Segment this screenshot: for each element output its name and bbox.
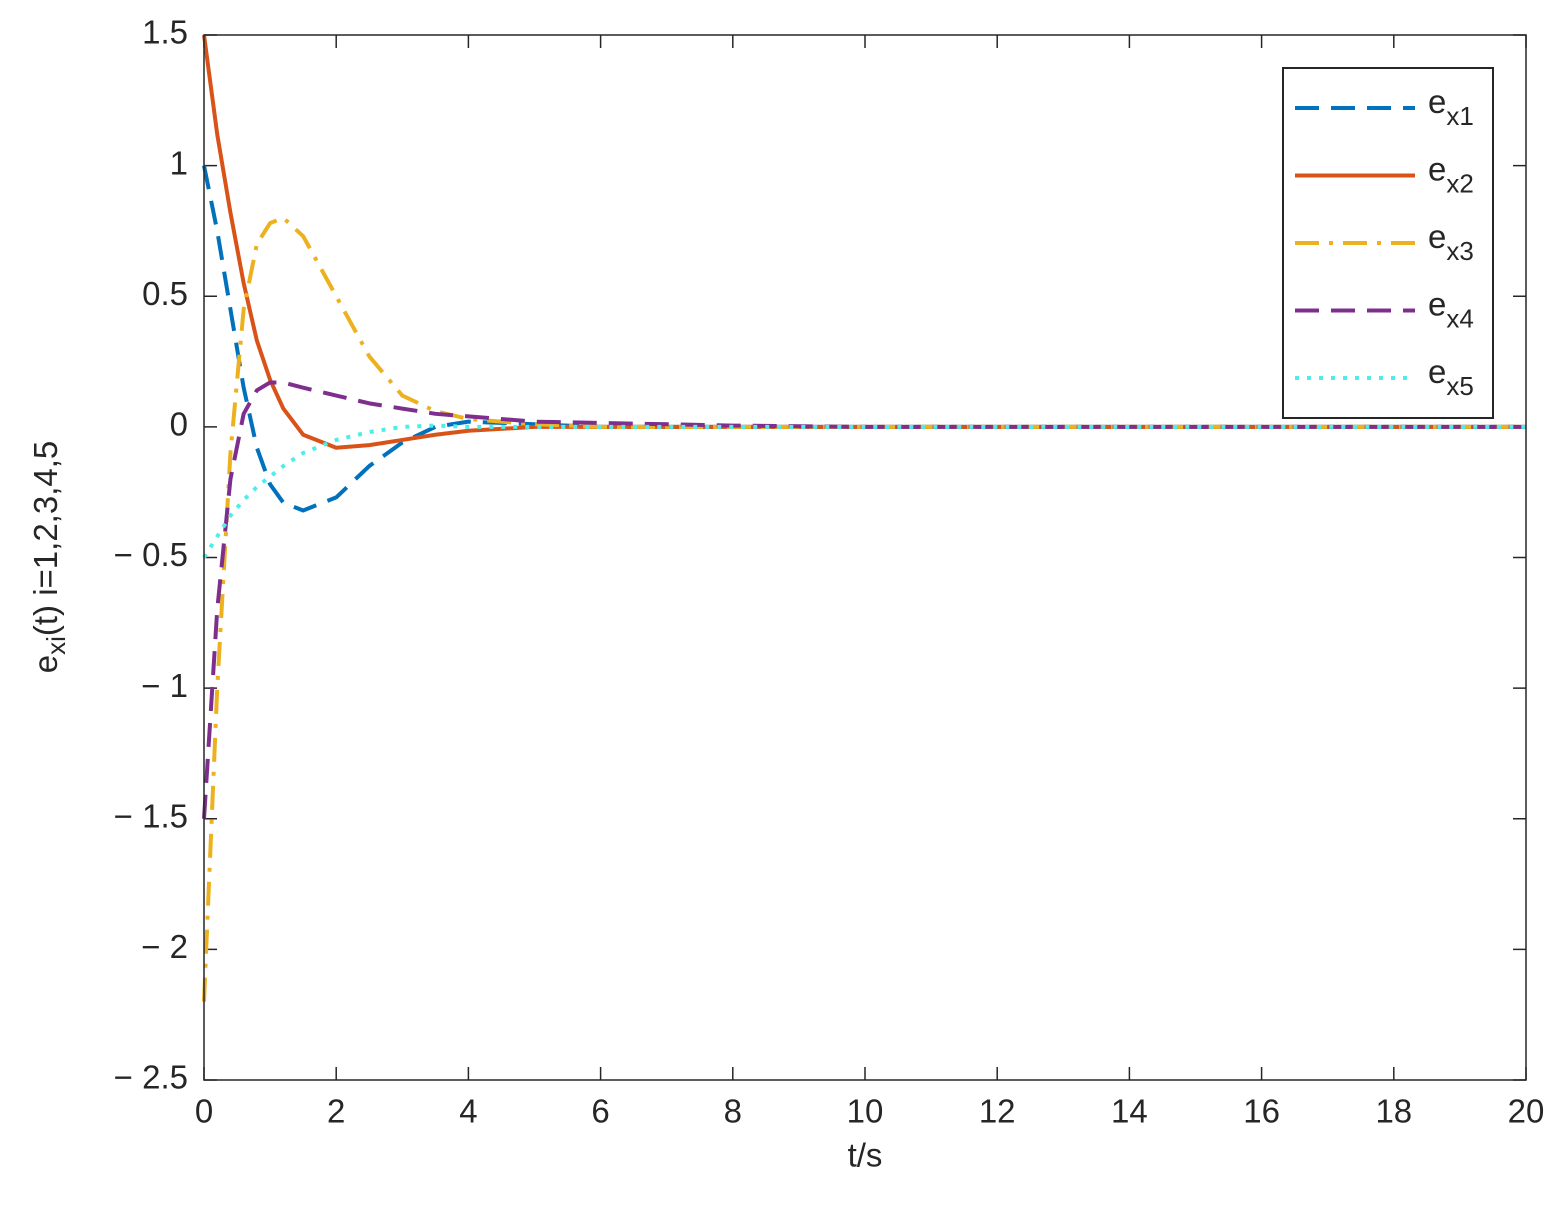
y-label-main: e (27, 655, 64, 673)
y-tick-label: 1 (170, 144, 188, 181)
legend-label-main: e (1428, 150, 1446, 187)
y-tick-label: − 2.5 (114, 1059, 188, 1096)
x-tick-label: 4 (459, 1093, 477, 1130)
x-tick-label: 20 (1508, 1093, 1545, 1130)
legend-label-main: e (1428, 218, 1446, 255)
x-tick-label: 10 (847, 1093, 884, 1130)
y-label-sub: xi (41, 636, 71, 655)
legend-label: ex3 (1428, 218, 1474, 266)
legend-label-sub: x3 (1446, 236, 1473, 266)
legend-label-main: e (1428, 353, 1446, 390)
y-tick-label: − 2 (141, 928, 188, 965)
y-label-rest: (t) i=1,2,3,4,5 (27, 441, 64, 636)
x-tick-label: 2 (327, 1093, 345, 1130)
legend-label-sub: x2 (1446, 168, 1473, 198)
legend-label-main: e (1428, 83, 1446, 120)
legend-label: ex5 (1428, 353, 1474, 401)
legend-label-sub: x4 (1446, 303, 1473, 333)
x-tick-label: 14 (1111, 1093, 1148, 1130)
series-line (202, 165, 1526, 513)
x-tick-label: 0 (195, 1093, 213, 1130)
x-tick-label: 8 (724, 1093, 742, 1130)
x-tick-label: 6 (591, 1093, 609, 1130)
x-tick-label: 18 (1375, 1093, 1412, 1130)
series-line (202, 423, 1526, 559)
y-tick-label: 0 (170, 406, 188, 443)
y-tick-label: − 1.5 (114, 797, 188, 834)
legend-label: ex4 (1428, 285, 1474, 333)
y-axis-label: exi(t) i=1,2,3,4,5 (27, 441, 71, 674)
legend-label: ex2 (1428, 150, 1474, 198)
legend-label: ex1 (1428, 83, 1474, 131)
x-tick-label: 12 (979, 1093, 1016, 1130)
y-tick-label: − 0.5 (114, 536, 188, 573)
series-line (202, 380, 1526, 819)
x-axis-label: t/s (848, 1137, 883, 1174)
axes-box (203, 34, 1527, 1081)
y-tick-label: 1.5 (142, 14, 188, 51)
legend-label-main: e (1428, 285, 1446, 322)
legend-label-sub: x5 (1446, 371, 1473, 401)
y-tick-label: − 1 (141, 667, 188, 704)
legend-label-sub: x1 (1446, 101, 1473, 131)
x-tick-label: 16 (1243, 1093, 1280, 1130)
y-tick-label: 0.5 (142, 275, 188, 312)
